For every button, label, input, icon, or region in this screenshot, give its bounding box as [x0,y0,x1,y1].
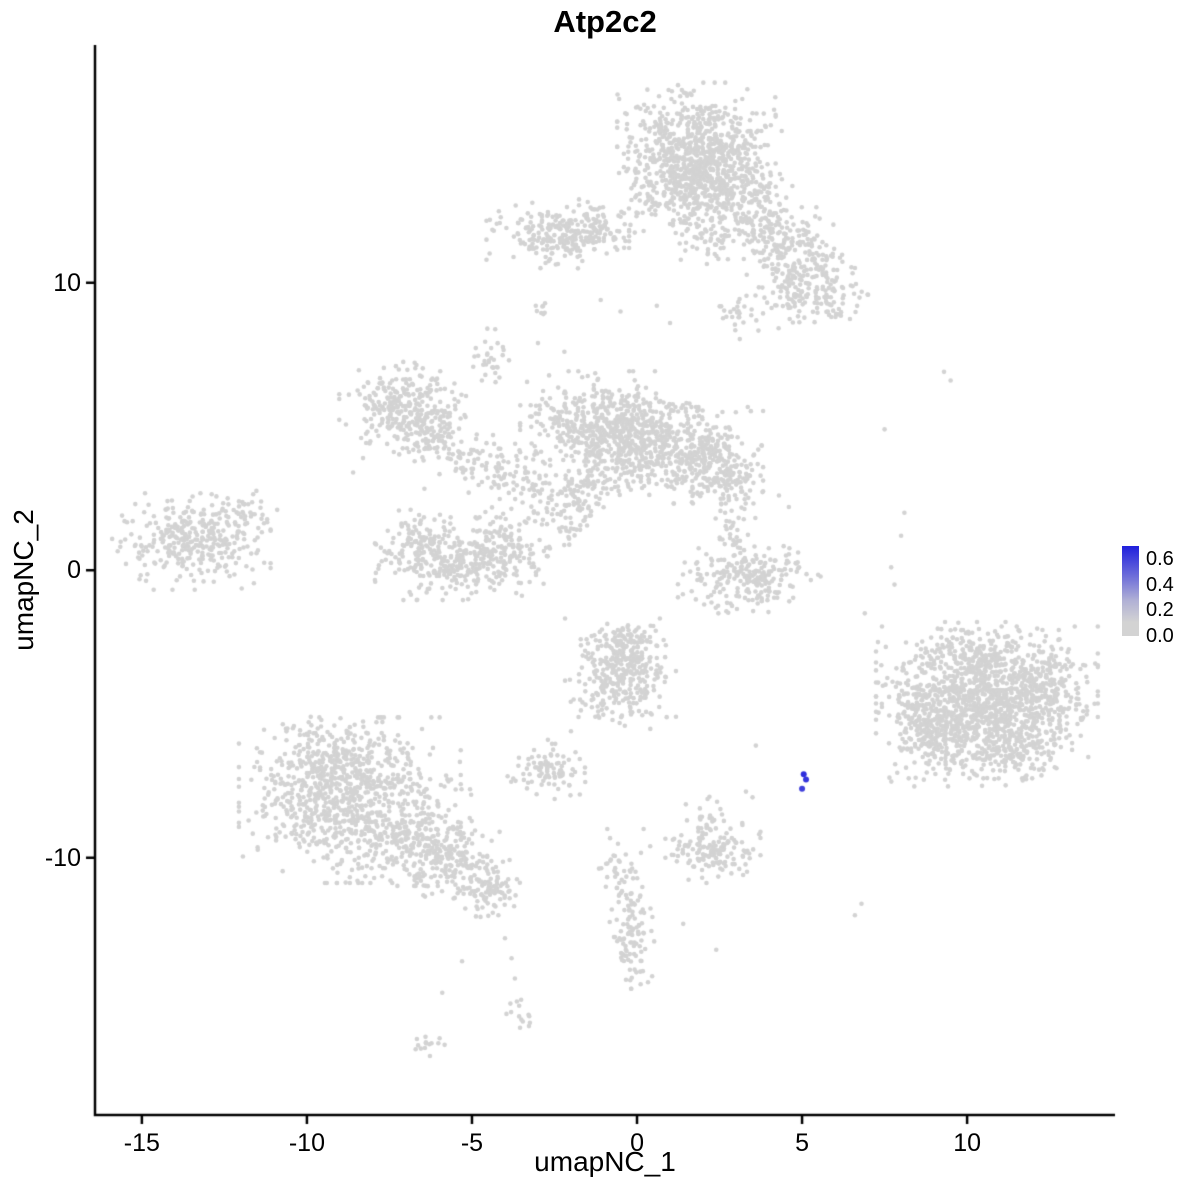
x-tick-label: -15 [123,1129,160,1157]
legend-tick-label: 0.2 [1146,599,1174,622]
x-tick-label: -10 [288,1129,325,1157]
x-tick-label: 5 [795,1129,810,1157]
color-legend: 0.6 0.4 0.2 0.0 [1122,540,1200,650]
y-tick-label: 0 [67,556,81,585]
y-tick-label: 10 [53,268,81,297]
x-tick-label: 10 [953,1129,982,1157]
legend-tick-label: 0.6 [1146,547,1174,570]
legend-tick-label: 0.4 [1146,573,1174,596]
x-tick-label: -5 [460,1129,484,1157]
x-axis-label: umapNC_1 [534,1146,676,1177]
x-tick-label: 0 [630,1129,644,1157]
legend-gradient-bar [1122,546,1139,636]
y-tick-label: -10 [44,843,81,872]
legend-tick-label: 0.0 [1146,625,1174,647]
